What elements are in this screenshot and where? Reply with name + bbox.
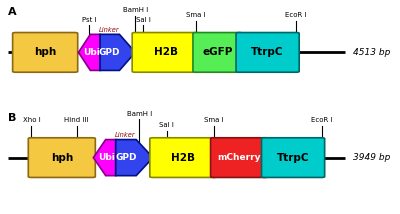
Text: Sma I: Sma I (204, 117, 224, 123)
Text: A: A (8, 7, 16, 17)
FancyBboxPatch shape (236, 33, 299, 72)
Text: TtrpC: TtrpC (277, 153, 309, 163)
Text: Linker: Linker (115, 132, 136, 138)
Text: B: B (8, 113, 16, 122)
Polygon shape (93, 140, 116, 176)
Text: H2B: H2B (171, 153, 195, 163)
Text: 3949 bp: 3949 bp (353, 153, 390, 162)
Polygon shape (116, 140, 153, 176)
FancyBboxPatch shape (193, 33, 242, 72)
Text: BamH I: BamH I (127, 111, 152, 117)
Text: Ubi: Ubi (98, 153, 115, 162)
Text: EcoR I: EcoR I (311, 117, 332, 123)
Text: Linker: Linker (99, 27, 119, 33)
Text: mCherry: mCherry (218, 153, 261, 162)
Text: H2B: H2B (154, 47, 178, 57)
Text: GPD: GPD (99, 48, 120, 57)
Text: Sal I: Sal I (136, 17, 150, 23)
Text: EcoR I: EcoR I (285, 12, 307, 18)
Text: BamH I: BamH I (123, 7, 148, 13)
FancyBboxPatch shape (262, 138, 325, 177)
Text: eGFP: eGFP (202, 47, 233, 57)
Polygon shape (78, 34, 100, 70)
Text: hph: hph (34, 47, 56, 57)
Text: hph: hph (51, 153, 73, 163)
FancyBboxPatch shape (28, 138, 95, 177)
Text: GPD: GPD (115, 153, 137, 162)
Text: Sma I: Sma I (186, 12, 206, 18)
FancyBboxPatch shape (210, 138, 268, 177)
FancyBboxPatch shape (132, 33, 199, 72)
Polygon shape (100, 34, 135, 70)
FancyBboxPatch shape (13, 33, 78, 72)
Text: Pst I: Pst I (82, 17, 97, 23)
Text: TtrpC: TtrpC (251, 47, 284, 57)
FancyBboxPatch shape (150, 138, 217, 177)
Text: Ubi: Ubi (83, 48, 100, 57)
Text: Hind III: Hind III (64, 117, 89, 123)
Text: Sal I: Sal I (159, 122, 174, 128)
Text: 4513 bp: 4513 bp (353, 48, 390, 57)
Text: Xho I: Xho I (22, 117, 40, 123)
